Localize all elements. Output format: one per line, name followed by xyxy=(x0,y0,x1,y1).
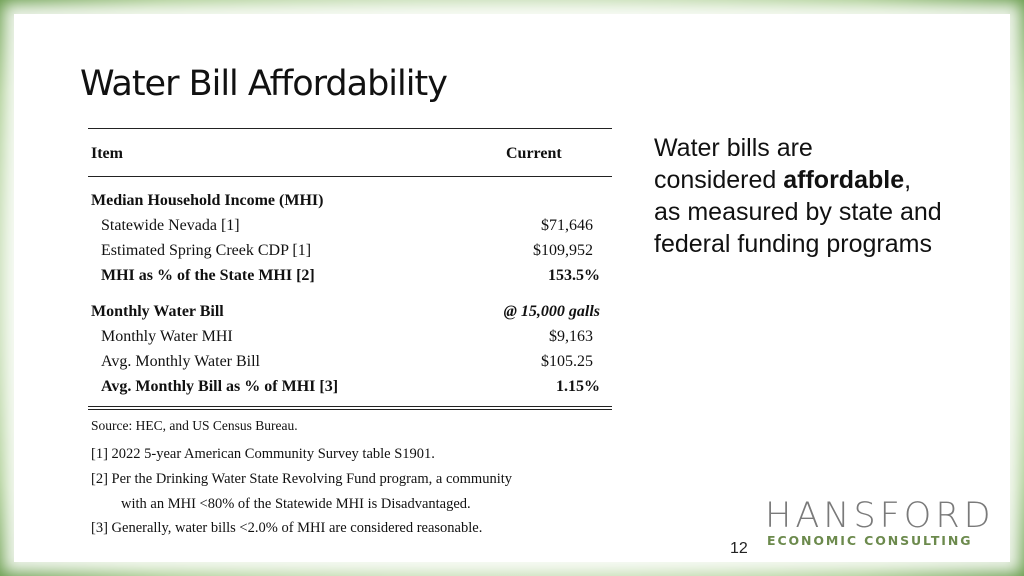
affordability-statement: Water bills are considered affordable, a… xyxy=(654,132,994,260)
table-row-label: Avg. Monthly Water Bill xyxy=(101,353,260,370)
footnote-1: [1] 2022 5-year American Community Surve… xyxy=(91,446,435,462)
bill-section-heading: Monthly Water Bill xyxy=(91,303,224,320)
bill-section-heading-value: @ 15,000 galls xyxy=(503,303,600,320)
table-row-value: $105.25 xyxy=(541,353,593,370)
table-row-label: Monthly Water MHI xyxy=(101,328,233,345)
header-current: Current xyxy=(506,145,562,162)
header-item: Item xyxy=(91,145,123,162)
company-logo-name: HANSFORD xyxy=(765,496,995,536)
table-row-value: 1.15% xyxy=(556,378,600,395)
statement-line-2-post: , xyxy=(904,166,912,194)
statement-line-1: Water bills are xyxy=(654,134,813,162)
affordable-emphasis: affordable xyxy=(783,166,905,194)
table-row-value: $9,163 xyxy=(549,328,593,345)
table-row-label: Estimated Spring Creek CDP [1] xyxy=(101,242,312,259)
mhi-section-heading: Median Household Income (MHI) xyxy=(91,192,324,209)
statement-line-3: as measured by state and xyxy=(654,198,942,226)
table-top-rule xyxy=(88,128,612,129)
table-bottom-rule xyxy=(88,406,612,410)
slide-title: Water Bill Affordability xyxy=(80,64,448,104)
footnote-2-cont: with an MHI <80% of the Statewide MHI is… xyxy=(121,496,471,512)
statement-line-2-pre: considered xyxy=(654,166,784,194)
table-row-label: Statewide Nevada [1] xyxy=(101,217,240,234)
footnote-2: [2] Per the Drinking Water State Revolvi… xyxy=(91,471,513,487)
company-logo-tagline: ECONOMIC CONSULTING xyxy=(767,533,973,548)
statement-line-2: considered affordable, xyxy=(654,164,994,196)
table-row-label: MHI as % of the State MHI [2] xyxy=(101,267,315,284)
source-note: Source: HEC, and US Census Bureau. xyxy=(91,418,298,433)
statement-line-4: federal funding programs xyxy=(654,230,932,258)
footnote-3: [3] Generally, water bills <2.0% of MHI … xyxy=(91,520,483,536)
table-row-label: Avg. Monthly Bill as % of MHI [3] xyxy=(101,378,339,395)
table-row-value: $109,952 xyxy=(533,242,593,259)
page-number: 12 xyxy=(730,540,748,557)
header-rule xyxy=(88,176,612,177)
table-row-value: $71,646 xyxy=(541,217,593,234)
table-row-value: 153.5% xyxy=(548,267,600,284)
slide: Water Bill Affordability Item Current Me… xyxy=(14,14,1010,562)
